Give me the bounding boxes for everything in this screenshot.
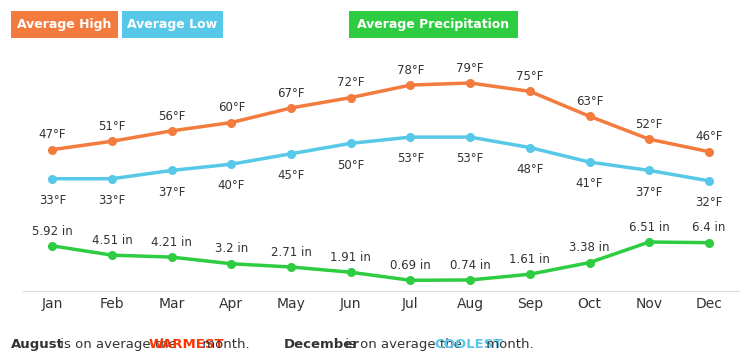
Text: 4.51 in: 4.51 in xyxy=(92,234,133,247)
Text: 4.21 in: 4.21 in xyxy=(152,236,192,249)
Text: 0.69 in: 0.69 in xyxy=(390,259,430,272)
Text: 72°F: 72°F xyxy=(337,76,364,89)
Text: 63°F: 63°F xyxy=(576,95,603,108)
Text: 52°F: 52°F xyxy=(635,118,663,131)
Text: Average Low: Average Low xyxy=(127,18,218,31)
Text: 3.2 in: 3.2 in xyxy=(214,243,248,256)
Text: 67°F: 67°F xyxy=(278,87,304,100)
Text: 48°F: 48°F xyxy=(516,163,544,176)
Text: 6.4 in: 6.4 in xyxy=(692,222,725,234)
Text: December: December xyxy=(284,338,359,351)
Text: 60°F: 60°F xyxy=(217,101,245,114)
Text: month.: month. xyxy=(198,338,250,351)
Text: 1.91 in: 1.91 in xyxy=(330,251,371,264)
Text: Average High: Average High xyxy=(17,18,112,31)
Text: WARMEST: WARMEST xyxy=(148,338,224,351)
Text: 32°F: 32°F xyxy=(695,196,722,209)
Text: is on average the: is on average the xyxy=(341,338,466,351)
Text: month.: month. xyxy=(482,338,534,351)
Text: 0.74 in: 0.74 in xyxy=(450,258,491,272)
Text: is on average the: is on average the xyxy=(56,338,181,351)
Text: 3.38 in: 3.38 in xyxy=(569,241,610,254)
Text: 56°F: 56°F xyxy=(158,110,185,122)
Text: 45°F: 45°F xyxy=(278,169,304,182)
Text: 2.71 in: 2.71 in xyxy=(271,246,311,259)
Text: August: August xyxy=(11,338,64,351)
Text: 41°F: 41°F xyxy=(576,177,603,190)
Text: 5.92 in: 5.92 in xyxy=(32,224,73,237)
Text: COOLEST: COOLEST xyxy=(434,338,502,351)
Text: 33°F: 33°F xyxy=(98,194,126,207)
Text: 50°F: 50°F xyxy=(338,159,364,172)
Text: 47°F: 47°F xyxy=(38,128,66,141)
Text: 1.61 in: 1.61 in xyxy=(509,253,550,266)
Text: 46°F: 46°F xyxy=(695,130,723,143)
Text: 37°F: 37°F xyxy=(158,186,185,199)
Text: 40°F: 40°F xyxy=(217,180,245,193)
Text: 51°F: 51°F xyxy=(98,120,126,133)
Text: 53°F: 53°F xyxy=(397,152,424,165)
Text: 79°F: 79°F xyxy=(457,62,484,75)
Text: 33°F: 33°F xyxy=(39,194,66,207)
Text: Average Precipitation: Average Precipitation xyxy=(357,18,509,31)
Text: 53°F: 53°F xyxy=(457,152,484,165)
Text: 6.51 in: 6.51 in xyxy=(628,221,670,233)
Text: 37°F: 37°F xyxy=(635,186,663,199)
Text: 78°F: 78°F xyxy=(397,64,424,77)
Text: 75°F: 75°F xyxy=(516,70,544,83)
